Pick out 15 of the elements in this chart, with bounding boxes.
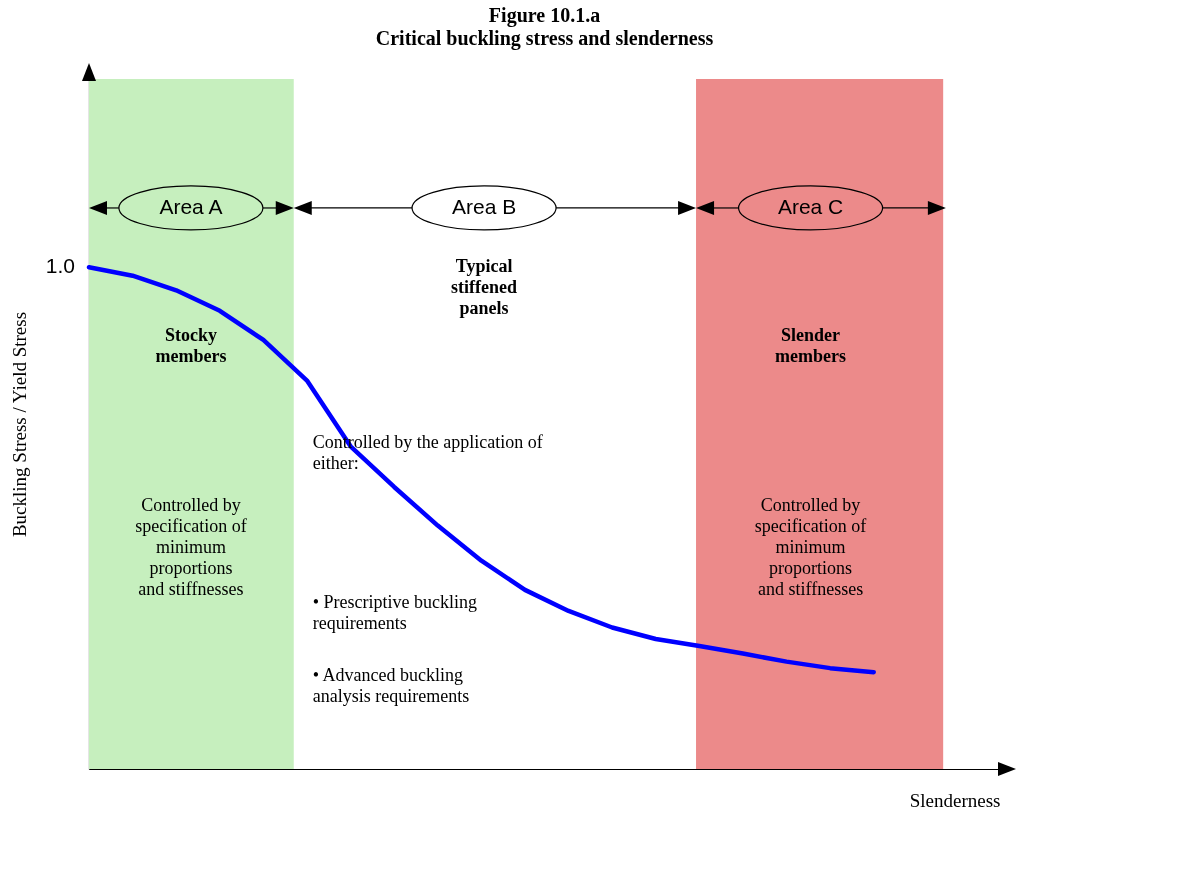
y-axis-title: Buckling Stress / Yield Stress (8, 311, 30, 538)
annotation: 1.0 (45, 254, 75, 278)
x-axis-title: Slenderness (909, 789, 1001, 811)
text: Area C (777, 194, 844, 218)
annotation: • Advanced buckling analysis requirements (312, 664, 470, 706)
annotation: Stocky members (155, 324, 227, 366)
text: Area A (159, 194, 223, 218)
text: Area B (451, 194, 517, 218)
annotation: Controlled by specification of minimum proportions and stiffnesses (754, 495, 867, 600)
annotation: Slender members (775, 324, 847, 366)
chart-subtitle: Critical buckling stress and slenderness (375, 27, 714, 50)
annotation: Typical stiffened panels (451, 256, 518, 319)
chart-title: Figure 10.1.a (488, 4, 601, 27)
annotation: • Prescriptive buckling requirements (312, 592, 477, 634)
annotation: Controlled by specification of minimum proportions and stiffnesses (135, 495, 247, 600)
